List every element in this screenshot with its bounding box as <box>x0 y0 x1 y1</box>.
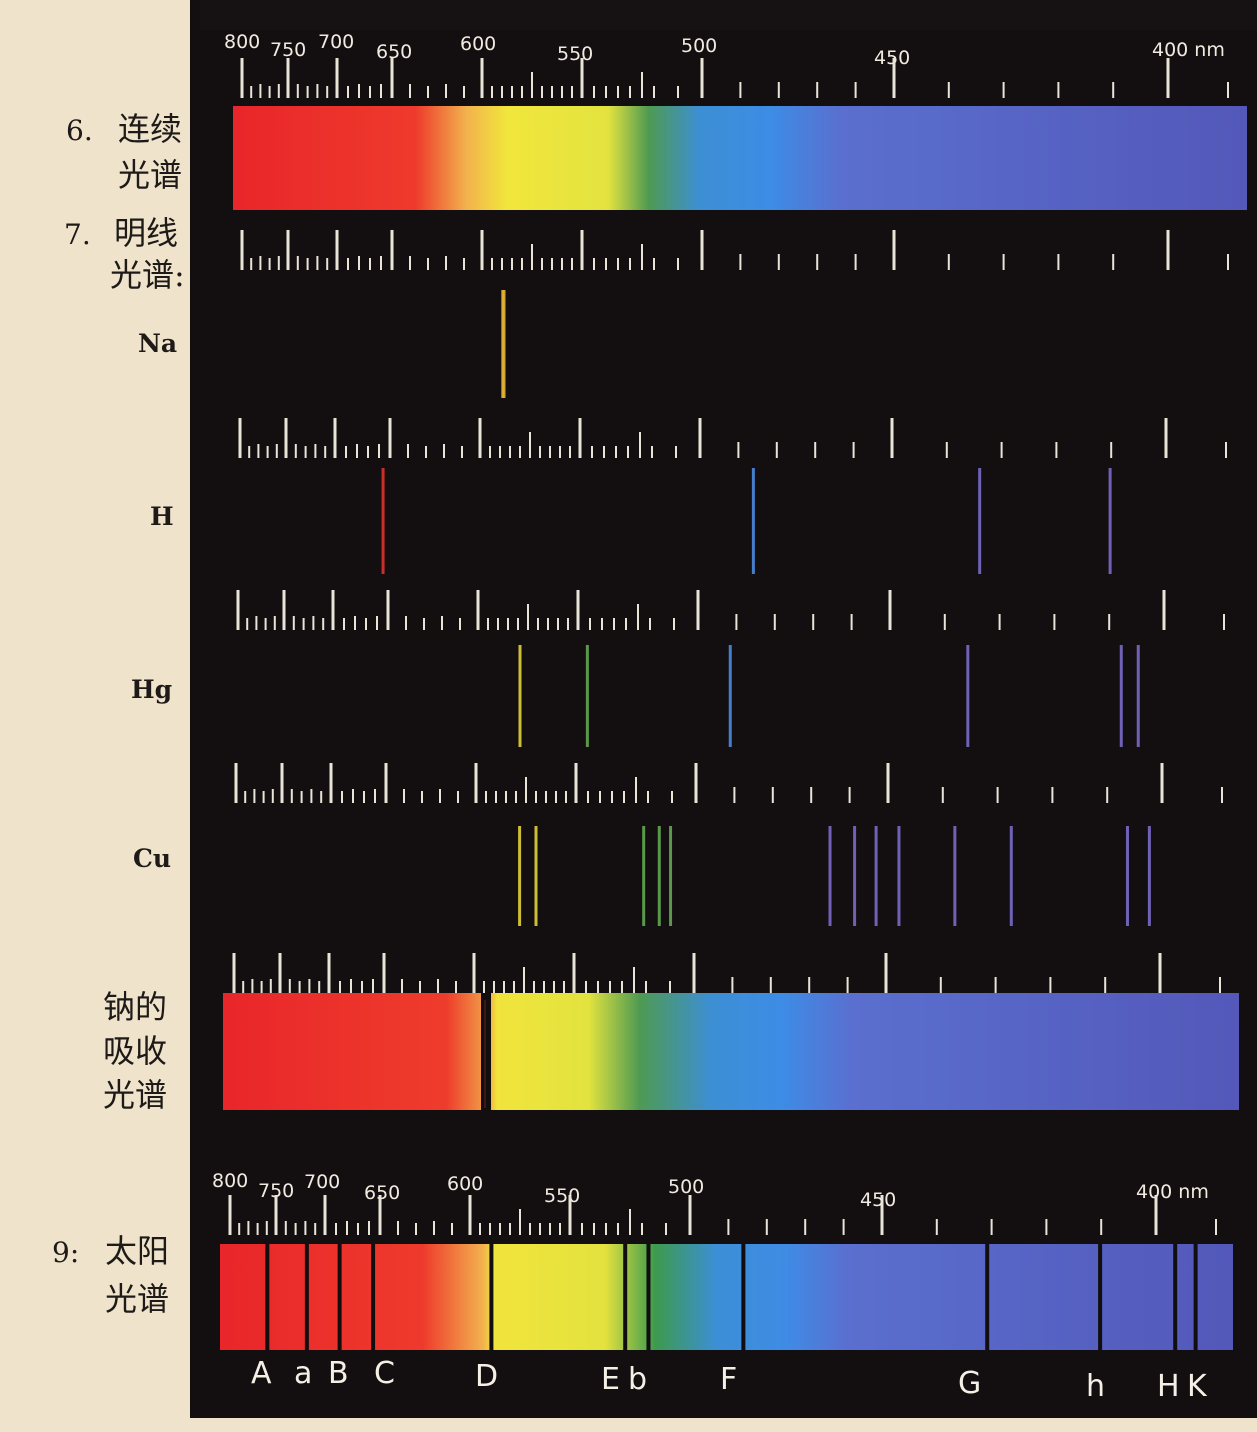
label-cu: Cu <box>133 844 171 873</box>
label-bright-line-line1: 明线 <box>114 214 178 252</box>
label-na-absorption-line2: 吸收 <box>103 1032 167 1070</box>
fraunhofer-D: D <box>475 1359 498 1394</box>
label-na-absorption-line1: 钠的 <box>103 988 167 1026</box>
scale-700: 700 <box>318 31 354 53</box>
continuous-spectrum-band <box>233 106 1247 210</box>
label-bright-line-line2: 光谱: <box>110 256 185 294</box>
scale-500: 500 <box>681 35 717 57</box>
scale-450: 450 <box>874 47 910 69</box>
label-bright-line-number: 7. <box>64 218 91 251</box>
bottom-scale-numbers: 800 750 700 650 600 550 500 450 400 nm <box>212 1170 1209 1211</box>
fraunhofer-K: K <box>1187 1369 1208 1404</box>
label-solar-line1: 太阳 <box>105 1232 169 1270</box>
bottom-scale-400: 400 nm <box>1136 1181 1209 1203</box>
fraunhofer-a: a <box>294 1356 312 1391</box>
scale-600: 600 <box>460 33 496 55</box>
panel-top-edge <box>200 0 1257 30</box>
bottom-scale-750: 750 <box>258 1180 294 1202</box>
bottom-scale-800: 800 <box>212 1170 248 1192</box>
bottom-scale-600: 600 <box>447 1173 483 1195</box>
label-solar-number: 9: <box>52 1236 79 1269</box>
bottom-scale-700: 700 <box>304 1171 340 1193</box>
scale-550: 550 <box>557 43 593 65</box>
bottom-scale-650: 650 <box>364 1182 400 1204</box>
bottom-scale-500: 500 <box>668 1176 704 1198</box>
fraunhofer-B: B <box>328 1356 349 1391</box>
fraunhofer-b: b <box>628 1362 647 1397</box>
fraunhofer-C: C <box>374 1356 395 1391</box>
bottom-scale-550: 550 <box>544 1185 580 1207</box>
label-na-absorption-line3: 光谱 <box>103 1076 167 1114</box>
fraunhofer-F: F <box>720 1362 737 1397</box>
fraunhofer-E: E <box>601 1362 620 1397</box>
na-absorption-band <box>223 993 1239 1110</box>
scale-650: 650 <box>376 41 412 63</box>
scale-ticks <box>228 58 1229 1235</box>
solar-spectrum-band <box>220 1244 1233 1350</box>
bottom-scale-450: 450 <box>860 1189 896 1211</box>
label-solar-line2: 光谱 <box>105 1280 169 1318</box>
fraunhofer-A: A <box>251 1356 272 1391</box>
fraunhofer-G: G <box>958 1366 981 1401</box>
label-continuous-number: 6. <box>66 114 93 147</box>
fraunhofer-H: H <box>1157 1369 1180 1404</box>
scale-750: 750 <box>270 39 306 61</box>
emission-lines <box>381 290 1151 926</box>
left-labels: 6. 连续 光谱 7. 明线 光谱: Na H Hg Cu 钠的 吸收 光谱 9… <box>52 110 185 1318</box>
fraunhofer-letters: A a B C D E b F G h H K <box>251 1356 1208 1404</box>
solar-absorption-lines <box>265 1244 1198 1350</box>
label-hg: Hg <box>131 675 172 704</box>
label-continuous-line2: 光谱 <box>118 156 182 194</box>
na-absorption-dark-line-2 <box>484 1000 486 1108</box>
fraunhofer-h: h <box>1086 1369 1105 1404</box>
top-scale-numbers: 800 750 700 650 600 550 500 450 400 nm <box>224 31 1225 69</box>
label-continuous-line1: 连续 <box>118 110 182 148</box>
scale-800: 800 <box>224 31 260 53</box>
scale-400: 400 nm <box>1152 39 1225 61</box>
label-na: Na <box>138 329 177 358</box>
label-h: H <box>150 502 174 531</box>
spectrum-panel <box>190 0 1257 1418</box>
